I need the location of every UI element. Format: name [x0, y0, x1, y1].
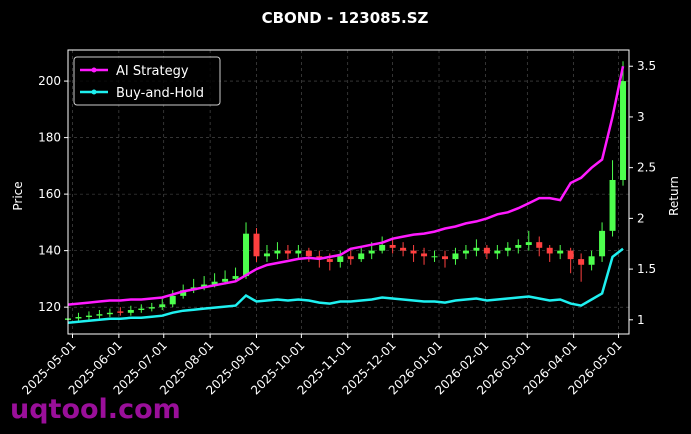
y2-tick-label: 3 [637, 110, 645, 124]
candle-body [232, 276, 239, 279]
candle-body [138, 308, 145, 310]
y2-tick-label: 1.5 [637, 262, 656, 276]
candle-body [263, 253, 270, 257]
candle-body [211, 281, 218, 285]
candle-body [557, 250, 564, 254]
legend-marker [91, 67, 97, 73]
candle-body [567, 250, 574, 260]
candle-body [117, 311, 124, 313]
y2-tick-label: 2 [637, 211, 645, 225]
candle-body [305, 250, 312, 257]
legend-box [73, 56, 221, 106]
candle-body [452, 253, 459, 260]
candle-body [347, 256, 354, 260]
candle-body [295, 250, 302, 254]
y-tick-label: 140 [38, 244, 61, 258]
candle-body [525, 242, 532, 245]
y-axis-label: Price [11, 181, 25, 210]
candle-body [222, 278, 229, 282]
candle-body [274, 250, 281, 254]
candle-body [127, 309, 134, 313]
candle-body [368, 250, 375, 254]
legend-label: AI Strategy [116, 64, 189, 79]
candle-body [504, 247, 511, 251]
candle-body [284, 250, 291, 254]
y2-tick-label: 1 [637, 313, 645, 327]
candle-body [421, 253, 428, 257]
candle-body [473, 247, 480, 251]
candle-body [609, 179, 616, 231]
candle-body [400, 247, 407, 251]
candle-body [180, 290, 187, 296]
candle-body [358, 253, 365, 260]
candle-body [96, 314, 103, 316]
candle-body [599, 230, 606, 257]
candle-body [201, 284, 208, 288]
y-tick-label: 120 [38, 300, 61, 314]
candle-body [253, 233, 260, 257]
candle-body [337, 256, 344, 262]
candle-body [483, 247, 490, 254]
watermark: uqtool.com [10, 394, 181, 425]
candle-body [148, 307, 155, 309]
legend-marker [91, 89, 97, 95]
candle-body [326, 259, 333, 262]
legend-label: Buy-and-Hold [116, 86, 204, 101]
candle-body [379, 244, 386, 251]
chart-title: CBOND - 123085.SZ [262, 9, 429, 27]
candle-body [431, 256, 438, 258]
candle-body [75, 317, 82, 319]
candle-body [620, 81, 627, 180]
y2-tick-label: 2.5 [637, 161, 656, 175]
y-tick-label: 180 [38, 131, 61, 145]
y2-tick-label: 3.5 [637, 59, 656, 73]
candle-body [159, 304, 166, 308]
series-line [67, 65, 625, 306]
candle-body [389, 244, 396, 248]
candle-body [169, 295, 176, 305]
candle-body [410, 250, 417, 254]
candle-body [546, 247, 553, 254]
y2-axis-label: Return [667, 176, 681, 216]
candle-body [494, 250, 501, 254]
y-tick-label: 160 [38, 187, 61, 201]
candle-body [515, 244, 522, 248]
candle-body [536, 242, 543, 248]
candle-body [243, 233, 250, 277]
candle-body [578, 259, 585, 265]
plot-frame [67, 49, 630, 335]
candle-body [441, 256, 448, 260]
candle-body [106, 312, 113, 315]
series-line [67, 247, 624, 325]
y-tick-label: 200 [38, 74, 61, 88]
candle-body [85, 315, 92, 318]
candle-body [462, 250, 469, 254]
candle-body [588, 256, 595, 265]
